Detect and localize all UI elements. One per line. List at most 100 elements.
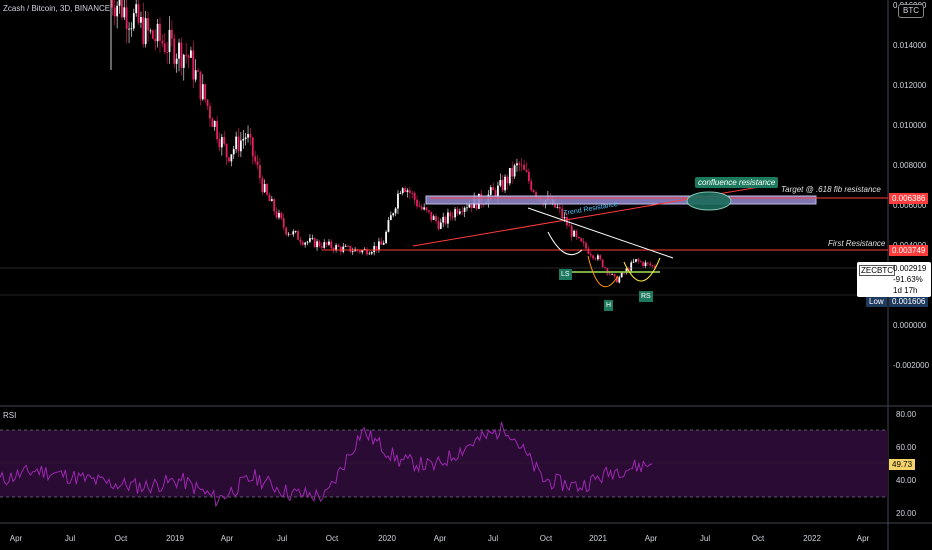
- candle-body: [118, 0, 121, 6]
- candle-body: [468, 204, 471, 208]
- candle-body: [368, 253, 371, 255]
- time-tick-label: Oct: [540, 534, 553, 543]
- candle-body: [273, 199, 276, 212]
- candle-body: [147, 18, 149, 31]
- ticker-box[interactable]: ZECBTC 0.002919 -91.63% 1d 17h: [857, 262, 931, 297]
- candle-body: [527, 171, 530, 182]
- candle-body: [608, 273, 611, 275]
- candle-body: [259, 165, 261, 179]
- candle-body: [616, 276, 618, 283]
- candle-body: [604, 267, 606, 269]
- candle-body: [639, 261, 642, 263]
- candle-body: [211, 118, 214, 127]
- candle-body: [351, 251, 354, 253]
- candle-body: [425, 207, 428, 211]
- candle-body: [489, 187, 492, 195]
- candle-body: [256, 161, 259, 166]
- candle-body: [435, 216, 437, 222]
- candle-body: [220, 137, 223, 148]
- candle-body: [570, 225, 573, 237]
- time-tick-label: Oct: [326, 534, 339, 543]
- candle-body: [254, 156, 257, 162]
- candle-body: [209, 105, 211, 119]
- candle-body: [270, 199, 273, 202]
- candle-body: [132, 13, 135, 29]
- ticker-price: 0.002919: [893, 264, 927, 273]
- candle-body: [375, 245, 378, 250]
- candle-body: [182, 54, 185, 68]
- candle-body: [646, 262, 649, 264]
- candle-body: [494, 190, 497, 198]
- candle-body: [508, 167, 511, 184]
- candle-body: [649, 263, 652, 266]
- candle-body: [285, 227, 288, 235]
- chart-title: Zcash / Bitcoin, 3D, BINANCE: [3, 4, 111, 13]
- candle-body: [523, 164, 526, 170]
- candle-body: [654, 265, 656, 269]
- candle-body: [430, 211, 433, 220]
- time-axis: Apr Jul Oct 2019 Apr Jul Oct 2020 Apr Jul Oct 2021 A…: [10, 534, 870, 543]
- candle-body: [558, 206, 561, 209]
- candle-body: [113, 7, 116, 17]
- candle-body: [511, 167, 514, 177]
- currency-badge[interactable]: BTC: [898, 4, 924, 18]
- candle-body: [399, 193, 402, 194]
- low-price-tag: 0.001606: [889, 296, 929, 307]
- candle-body: [332, 248, 335, 251]
- candle-body: [320, 246, 323, 248]
- candle-body: [275, 211, 278, 218]
- candle-body: [201, 84, 204, 100]
- candle-body: [306, 241, 309, 243]
- candle-body: [385, 231, 387, 244]
- time-tick-label: Apr: [645, 534, 658, 543]
- time-tick-label: 2019: [166, 534, 184, 543]
- candle-body: [218, 139, 221, 148]
- candle-body: [466, 207, 468, 209]
- candle-body: [651, 265, 654, 267]
- candle-series: [110, 0, 656, 284]
- candle-body: [454, 209, 456, 218]
- candle-body: [582, 241, 585, 244]
- candle-body: [242, 138, 245, 141]
- price-tick-label: -0.002000: [893, 361, 930, 370]
- candle-body: [573, 230, 575, 237]
- rsi-tick-label: 20.00: [896, 509, 917, 518]
- candle-body: [520, 164, 523, 166]
- candle-body: [575, 230, 578, 237]
- left-shoulder-arc: [547, 231, 583, 255]
- candle-body: [163, 43, 166, 53]
- candle-body: [387, 220, 390, 232]
- candle-body: [413, 193, 416, 200]
- candle-body: [228, 157, 230, 162]
- rsi-label: RSI: [3, 411, 17, 420]
- candle-body: [323, 242, 326, 248]
- candle-body: [144, 18, 147, 45]
- rsi-tick-label: 80.00: [896, 410, 917, 419]
- candle-body: [287, 233, 290, 235]
- candle-body: [251, 137, 254, 157]
- candle-body: [318, 241, 321, 247]
- candle-body: [561, 208, 564, 219]
- candle-body: [337, 245, 340, 247]
- candle-body: [237, 136, 240, 152]
- candle-body: [339, 246, 342, 252]
- candle-body: [423, 207, 426, 210]
- price-tick-label: 0.006000: [893, 201, 927, 210]
- candle-body: [311, 238, 314, 239]
- candle-body: [456, 209, 459, 214]
- candle-body: [618, 277, 621, 283]
- candle-body: [335, 245, 337, 251]
- candle-body: [449, 212, 452, 217]
- candle-body: [137, 4, 140, 23]
- target-label: Target @ .618 fib resistance: [781, 185, 881, 194]
- candle-body: [428, 210, 430, 212]
- candle-body: [380, 241, 383, 245]
- candle-body: [142, 17, 145, 45]
- candle-body: [532, 190, 535, 193]
- candle-body: [451, 216, 454, 218]
- time-tick-label: Jul: [65, 534, 75, 543]
- candle-body: [347, 245, 349, 247]
- candle-body: [530, 181, 533, 191]
- candle-body: [513, 165, 516, 177]
